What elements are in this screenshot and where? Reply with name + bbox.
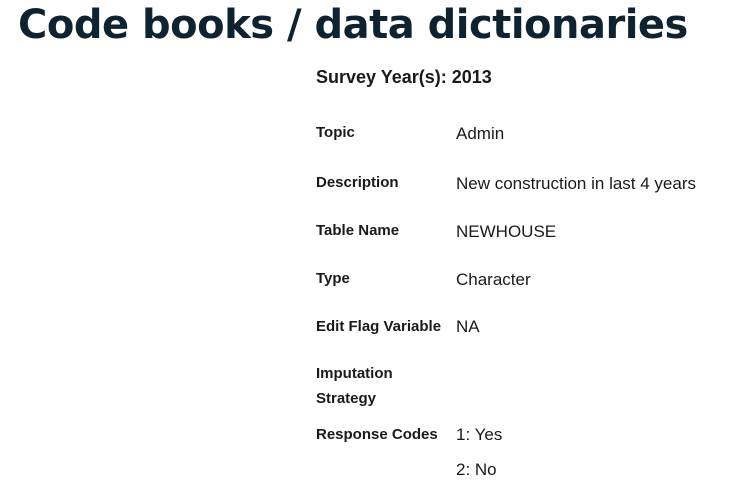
survey-year-heading: Survey Year(s): 2013 xyxy=(316,67,492,87)
edit-flag-value: NA xyxy=(456,317,480,336)
type-value: Character xyxy=(456,270,531,289)
topic-label: Topic xyxy=(316,124,355,141)
imputation-label-line1: Imputation xyxy=(316,365,393,382)
description-label: Description xyxy=(316,174,399,191)
response-code-2: 2: No xyxy=(456,460,497,479)
description-value: New construction in last 4 years xyxy=(456,174,696,193)
response-code-1: 1: Yes xyxy=(456,425,503,444)
imputation-label-line2: Strategy xyxy=(316,390,377,407)
imputation-label: Imputation Strategy xyxy=(316,361,454,411)
response-codes-label: Response Codes xyxy=(316,426,438,443)
edit-flag-label: Edit Flag Variable xyxy=(316,318,442,335)
page-title: Code books / data dictionaries xyxy=(18,2,688,48)
topic-value: Admin xyxy=(456,124,505,143)
table-name-value: NEWHOUSE xyxy=(456,222,557,241)
type-label: Type xyxy=(316,270,350,287)
table-name-label: Table Name xyxy=(316,222,400,239)
